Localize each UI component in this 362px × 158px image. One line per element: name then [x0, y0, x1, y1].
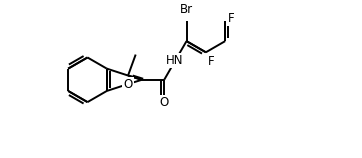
- Text: O: O: [123, 78, 132, 91]
- Text: HN: HN: [166, 54, 183, 67]
- Text: O: O: [160, 96, 169, 109]
- Text: Br: Br: [180, 3, 193, 16]
- Text: F: F: [228, 12, 235, 25]
- Text: F: F: [208, 55, 215, 68]
